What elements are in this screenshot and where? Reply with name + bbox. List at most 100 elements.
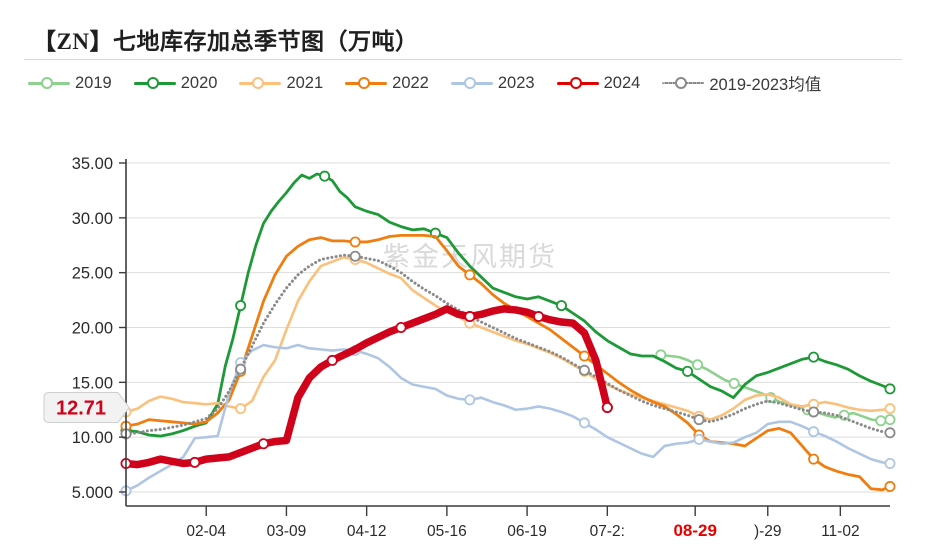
series-point — [728, 377, 740, 389]
series-point — [808, 351, 820, 363]
series-point — [578, 417, 590, 429]
legend-item-2019[interactable]: 2019 — [28, 74, 112, 93]
legend-item-2020[interactable]: 2020 — [133, 73, 218, 93]
series-point — [349, 236, 361, 248]
legend-dot — [146, 77, 159, 89]
legend-item-2021[interactable]: 2021 — [239, 74, 323, 93]
chart-legend: 2019 2020 2021 2022 2023 2024 2019-2023均值 — [28, 70, 908, 96]
axes — [125, 159, 890, 507]
series-point-last — [884, 481, 896, 493]
series-lines — [120, 170, 896, 497]
y-tick-label: 15.00 — [72, 374, 113, 392]
series-point — [349, 250, 361, 262]
series-point — [464, 311, 476, 323]
y-tick-label: 35.00 — [72, 155, 113, 173]
legend-label: 2023 — [497, 73, 535, 92]
y-tick-label: 25.00 — [72, 265, 113, 283]
series-point — [875, 415, 887, 427]
series-point-last — [884, 457, 896, 469]
series-point — [235, 403, 247, 415]
callout-value: 12.71 — [56, 397, 106, 419]
series-point — [808, 453, 820, 465]
legend-label: 2019-2023均值 — [709, 76, 822, 94]
legend-item-2022[interactable]: 2022 — [345, 74, 429, 93]
series-line-2019-2023均值 — [124, 253, 892, 436]
legend-label: 2021 — [286, 73, 324, 92]
page-title: 【ZN】七地库存加总季节图（万吨） — [33, 29, 419, 54]
series-point — [555, 300, 567, 312]
circle-marker-icon — [28, 74, 70, 92]
series-point — [682, 365, 694, 377]
series-line-2021 — [124, 256, 892, 421]
circle-marker-icon — [239, 74, 282, 92]
series-point — [189, 456, 201, 468]
x-tick-label: 06-19 — [507, 523, 547, 540]
series-line-2024 — [122, 305, 612, 469]
plot-area: 紫金天风期货 35.00 30.00 25.00 20.00 15.00 10.00 5.0… — [0, 96, 926, 544]
circle-marker-icon — [450, 74, 493, 92]
series-point — [464, 269, 476, 281]
x-tick-label: 11-02 — [821, 523, 860, 540]
circle-marker-icon — [345, 74, 388, 92]
legend-label: 2022 — [392, 73, 429, 92]
series-point-last — [884, 403, 896, 415]
legend-dot — [358, 77, 371, 89]
legend-dot — [252, 77, 265, 89]
circle-marker-icon — [133, 74, 176, 92]
legend-item-2024[interactable]: 2024 — [556, 73, 641, 93]
callout-box — [43, 391, 130, 423]
series-point — [533, 311, 545, 323]
series-point — [395, 321, 407, 333]
x-tick-label-highlight: 08-29 — [673, 521, 716, 540]
watermark-text: 紫金天风期货 — [383, 242, 557, 273]
x-tick-label: 02-04 — [186, 523, 226, 540]
legend-label: 2024 — [603, 73, 641, 92]
y-tick-label: 10.00 — [72, 429, 113, 447]
legend-label: 2019 — [75, 73, 112, 92]
legend-label: 2020 — [180, 73, 218, 92]
x-tick-label: 04-12 — [347, 523, 387, 540]
legend-dot — [569, 77, 582, 89]
series-line-2020 — [124, 172, 892, 438]
series-line-2023 — [124, 343, 892, 493]
x-tick-label: 05-16 — [427, 523, 467, 540]
legend-item-2019-2023均值[interactable]: 2019-2023均值 — [662, 71, 821, 95]
series-point-last — [884, 427, 896, 439]
series-point — [326, 354, 338, 366]
series-point — [235, 363, 247, 375]
series-point-last — [884, 414, 896, 426]
series-point — [693, 433, 705, 445]
series-point — [258, 438, 270, 450]
series-point — [691, 359, 703, 371]
legend-dot — [675, 77, 688, 89]
series-point — [464, 394, 476, 406]
title-divider — [24, 59, 902, 60]
y-tick-label: 5.000 — [72, 484, 113, 502]
x-tick-label: 07-2: — [590, 523, 625, 540]
series-point — [578, 364, 590, 376]
series-point — [808, 406, 820, 418]
y-tick-label: 20.00 — [72, 320, 113, 338]
circle-marker-icon — [662, 74, 705, 92]
series-point-last — [884, 383, 896, 395]
series-point-last — [601, 401, 613, 413]
legend-dot — [463, 77, 476, 89]
value-callout: 12.71 — [43, 391, 130, 423]
x-axis-ticks: 02-04 03-09 04-12 05-16 06-19 07-2: 08-29 )-29 1… — [186, 506, 860, 540]
chart-svg: 紫金天风期货 35.00 30.00 25.00 20.00 15.00 10.00 5.0… — [43, 155, 896, 540]
x-tick-label: )-29 — [754, 523, 782, 540]
grid-lines — [126, 162, 890, 493]
legend-dot — [41, 77, 53, 89]
watermark-layer: 紫金天风期货 — [383, 242, 557, 273]
legend-item-2023[interactable]: 2023 — [450, 73, 535, 93]
x-tick-label: 03-09 — [267, 523, 307, 540]
series-point — [578, 350, 590, 362]
series-point — [235, 300, 247, 312]
circle-marker-icon — [556, 74, 599, 92]
y-axis-ticks: 35.00 30.00 25.00 20.00 15.00 10.00 5.000 — [72, 155, 126, 502]
series-point — [693, 414, 705, 426]
y-tick-label: 30.00 — [72, 210, 113, 228]
series-point — [808, 426, 820, 438]
series-point — [319, 170, 331, 182]
